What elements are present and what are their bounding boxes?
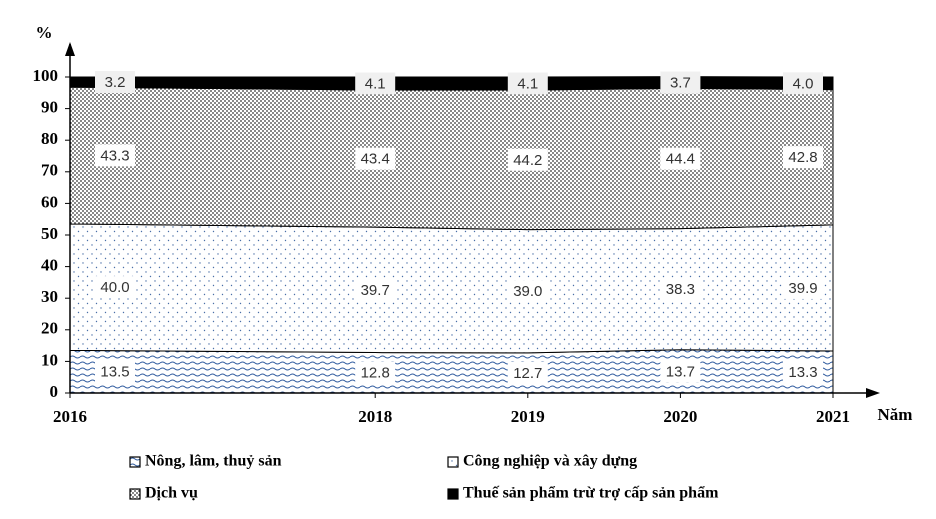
value-label-group: 12.7 [507, 361, 548, 384]
value-label-group: 12.8 [355, 361, 396, 384]
value-label-bg [660, 278, 701, 301]
x-tick-label: 2018 [358, 407, 392, 426]
value-label: 3.7 [670, 74, 691, 91]
y-axis-arrow [65, 42, 75, 56]
y-tick-label: 40 [41, 256, 58, 275]
legend-marker [447, 456, 459, 468]
y-tick-label: 60 [41, 192, 58, 211]
value-label: 4.0 [793, 75, 814, 92]
value-label-group: 3.2 [95, 71, 135, 94]
y-tick-label: 10 [41, 350, 58, 369]
value-label: 4.1 [365, 75, 386, 92]
value-label-group: 38.3 [660, 278, 701, 301]
value-label: 39.0 [513, 283, 542, 300]
value-label-bg [507, 148, 548, 171]
value-label-group: 43.4 [355, 147, 396, 170]
area [69, 223, 834, 354]
value-label: 12.7 [513, 365, 542, 382]
legend-label: Công nghiệp và xây dựng [463, 453, 637, 470]
area [69, 349, 834, 394]
value-label: 12.8 [361, 365, 390, 382]
legend-label: Dịch vụ [145, 485, 198, 502]
y-tick-label: 100 [33, 66, 59, 85]
value-label-bg [95, 360, 135, 383]
y-tick-label: 0 [50, 382, 59, 401]
x-tick-label: 2020 [663, 407, 697, 426]
value-label: 44.2 [513, 152, 542, 169]
value-label: 13.7 [666, 363, 695, 380]
y-tick-label: 20 [41, 319, 58, 338]
value-label-group: 13.5 [95, 360, 135, 383]
value-label-group: 42.8 [783, 146, 823, 169]
value-label-bg [95, 144, 135, 167]
y-tick-label: 30 [41, 287, 58, 306]
y-tick-label: 50 [41, 224, 58, 243]
value-label-group: 4.1 [507, 72, 548, 95]
area [69, 86, 834, 231]
legend-marker [129, 488, 141, 500]
value-label: 44.4 [666, 150, 695, 167]
value-label-bg [660, 147, 701, 170]
value-label-bg [783, 72, 823, 95]
value-label-bg [660, 71, 701, 94]
value-label-bg [507, 361, 548, 384]
value-label-bg [95, 276, 135, 299]
value-label: 38.3 [666, 281, 695, 298]
value-label-bg [355, 147, 396, 170]
value-label-bg [660, 360, 701, 383]
value-label-group: 40.0 [95, 276, 135, 299]
x-axis-label: Năm [878, 405, 913, 424]
value-label: 40.0 [100, 279, 129, 296]
value-label: 43.3 [100, 147, 129, 164]
y-tick-label: 70 [41, 161, 58, 180]
value-label-bg [355, 361, 396, 384]
x-tick-label: 2021 [816, 407, 850, 426]
value-label-group: 4.1 [355, 72, 396, 95]
value-label: 13.3 [788, 364, 817, 381]
value-label: 42.8 [788, 149, 817, 166]
value-label-group: 39.7 [355, 278, 396, 301]
value-label-group: 43.3 [95, 144, 135, 167]
value-label: 43.4 [361, 150, 390, 167]
value-label: 3.2 [105, 74, 126, 91]
y-tick-label: 90 [41, 98, 58, 117]
value-label-group: 44.2 [507, 148, 548, 171]
value-label-group: 13.7 [660, 360, 701, 383]
legend-marker [129, 456, 141, 468]
value-label-group: 4.0 [783, 72, 823, 95]
value-label-group: 3.7 [660, 71, 701, 94]
value-label-bg [783, 146, 823, 169]
value-label: 13.5 [100, 364, 129, 381]
value-label-group: 13.3 [783, 360, 823, 383]
y-axis-label: % [36, 23, 53, 42]
area [69, 76, 834, 91]
legend-label: Thuế sản phẩm trừ trợ cấp sản phẩm [463, 485, 719, 502]
x-axis-arrow [866, 388, 880, 398]
value-label-bg [95, 71, 135, 94]
value-label-bg [355, 72, 396, 95]
legend-label: Nông, lâm, thuỷ sản [145, 453, 282, 470]
value-label-group: 44.4 [660, 147, 701, 170]
value-label: 39.9 [788, 280, 817, 297]
legend-marker [447, 488, 459, 500]
value-label: 4.1 [517, 75, 538, 92]
x-tick-label: 2016 [53, 407, 87, 426]
x-tick-label: 2019 [511, 407, 545, 426]
value-label-bg [783, 276, 823, 299]
value-label-bg [355, 278, 396, 301]
value-label: 39.7 [361, 282, 390, 299]
value-label-group: 39.9 [783, 276, 823, 299]
value-label-bg [783, 360, 823, 383]
value-label-group: 39.0 [507, 280, 548, 303]
value-label-bg [507, 72, 548, 95]
value-label-bg [507, 280, 548, 303]
y-tick-label: 80 [41, 129, 58, 148]
